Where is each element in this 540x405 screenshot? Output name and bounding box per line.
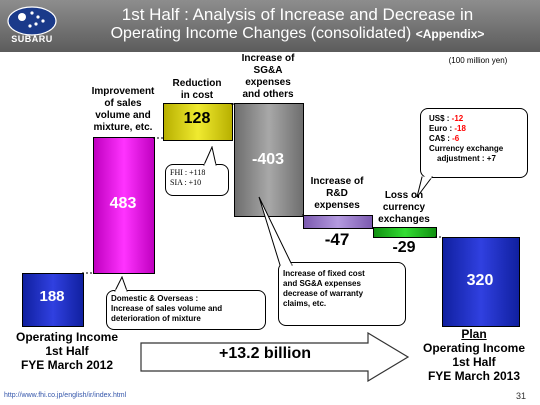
bar-rd: [303, 215, 373, 229]
value-label-start: 188: [39, 288, 65, 305]
callout-cost-breakdown: FHI : +118 SIA : +10: [165, 164, 229, 196]
footer-url[interactable]: http://www.fhi.co.jp/english/ir/index.ht…: [4, 392, 127, 399]
value-label-cost: 128: [183, 110, 211, 127]
value-label-sga: -403: [251, 151, 285, 168]
rd-label-line3: expenses: [314, 200, 360, 211]
page-title-main: Operating Income Changes (consolidated): [110, 25, 412, 42]
callout-currency: US$ : -12 Euro : -18 CA$ : -6 Currency e…: [420, 108, 528, 178]
title-banner: SUBARU 1st Half : Analysis of Increase a…: [0, 0, 540, 52]
sales-label-line4: mixture, etc.: [93, 122, 153, 133]
start-label-line2: 1st Half: [45, 344, 89, 358]
currency-euro-label: Euro :: [429, 124, 455, 133]
unit-label: (100 million yen): [448, 56, 508, 65]
category-label-cost: Reduction in cost: [160, 78, 234, 102]
fixed-cost-line4: claims, etc.: [283, 299, 327, 308]
sales-label-line2: of sales: [104, 98, 142, 109]
growth-arrow-label: +13.2 billion: [218, 345, 312, 362]
cost-label-line1: Reduction: [172, 78, 222, 89]
end-label-line2: Operating Income: [422, 341, 526, 355]
cost-label-line2: in cost: [180, 90, 214, 101]
bar-end: [442, 237, 520, 327]
bar-sga: [234, 103, 304, 217]
sales-label-line3: volume and: [95, 110, 151, 121]
logo-text: SUBARU: [11, 34, 53, 44]
currency-usd-value: -12: [451, 114, 464, 123]
end-label-line1: Plan: [461, 327, 487, 341]
currency-euro-value: -18: [454, 124, 466, 133]
rd-label-line2: R&D: [326, 188, 348, 199]
callout-cost-pointer-icon: [203, 146, 217, 166]
bar-sales: [93, 137, 155, 274]
category-label-rd: Increase of R&D expenses: [300, 176, 374, 212]
fixed-cost-line1: Increase of fixed cost: [283, 269, 365, 278]
start-label-line3: FYE March 2012: [20, 358, 114, 372]
currency-cad-value: -6: [452, 134, 460, 143]
fx-label-line3: exchanges: [378, 214, 430, 225]
page-number: 31: [516, 391, 527, 401]
callout-domestic: Domestic & Overseas : Increase of sales …: [106, 290, 266, 330]
currency-row-usd: US$ : -12: [429, 114, 523, 124]
start-label-line1: Operating Income: [15, 330, 119, 344]
growth-arrow-icon: [140, 332, 410, 382]
end-label-line3: 1st Half: [452, 355, 496, 369]
rd-label-line1: Increase of: [310, 176, 364, 187]
value-label-rd: -47: [324, 230, 350, 249]
bar-cost: [163, 103, 233, 141]
value-label-end: 320: [466, 272, 494, 289]
currency-row-cad: CA$ : -6: [429, 134, 523, 144]
value-label-sales: 483: [109, 195, 137, 212]
cost-breakdown-line1: FHI : +118: [170, 168, 206, 177]
domestic-line1: Domestic & Overseas :: [111, 294, 199, 303]
sga-label-line2: SG&A: [253, 65, 283, 76]
category-label-start: Operating Income 1st Half FYE March 2012: [2, 330, 132, 372]
appendix-tag: <Appendix>: [415, 27, 485, 41]
currency-note-line1: Currency exchange: [429, 144, 504, 153]
callout-currency-pointer-icon: [416, 176, 433, 198]
category-label-end: Plan Operating Income 1st Half FYE March…: [408, 327, 540, 383]
page-title-line2: Operating Income Changes (consolidated) …: [60, 25, 535, 43]
category-label-sales: Improvement of sales volume and mixture,…: [80, 86, 166, 134]
value-label-fx: -29: [392, 239, 416, 256]
domestic-line3: deterioration of mixture: [111, 314, 201, 323]
page-title-line1: 1st Half : Analysis of Increase and Decr…: [121, 5, 474, 24]
subaru-logo-icon: [7, 6, 57, 36]
sga-label-line3: expenses: [245, 77, 291, 88]
sga-label-line1: Increase of: [241, 53, 295, 64]
currency-cad-label: CA$ :: [429, 134, 453, 143]
fixed-cost-line3: decrease of warranty: [283, 289, 364, 298]
category-label-sga: Increase of SG&A expenses and others: [230, 53, 306, 101]
sales-label-line1: Improvement: [91, 86, 155, 97]
fixed-cost-line2: and SG&A expenses: [283, 279, 361, 288]
domestic-line2: Increase of sales volume and: [111, 304, 223, 313]
callout-fixed-cost-pointer-icon: [258, 196, 293, 266]
sga-label-line4: and others: [242, 89, 294, 100]
fx-label-line1: Loss on: [384, 190, 424, 201]
currency-note-line2: adjustment : +7: [437, 154, 496, 163]
currency-usd-label: US$ :: [429, 114, 452, 123]
bar-fx: [373, 227, 437, 238]
bar-start: [22, 273, 84, 327]
currency-row-euro: Euro : -18: [429, 124, 523, 134]
end-label-line4: FYE March 2013: [427, 369, 521, 383]
callout-domestic-pointer-icon: [114, 276, 128, 292]
callout-fixed-cost: Increase of fixed cost and SG&A expenses…: [278, 262, 406, 326]
category-label-fx: Loss on currency exchanges: [368, 190, 440, 226]
cost-breakdown-line2: SIA : +10: [170, 178, 202, 187]
fx-label-line2: currency: [382, 202, 426, 213]
